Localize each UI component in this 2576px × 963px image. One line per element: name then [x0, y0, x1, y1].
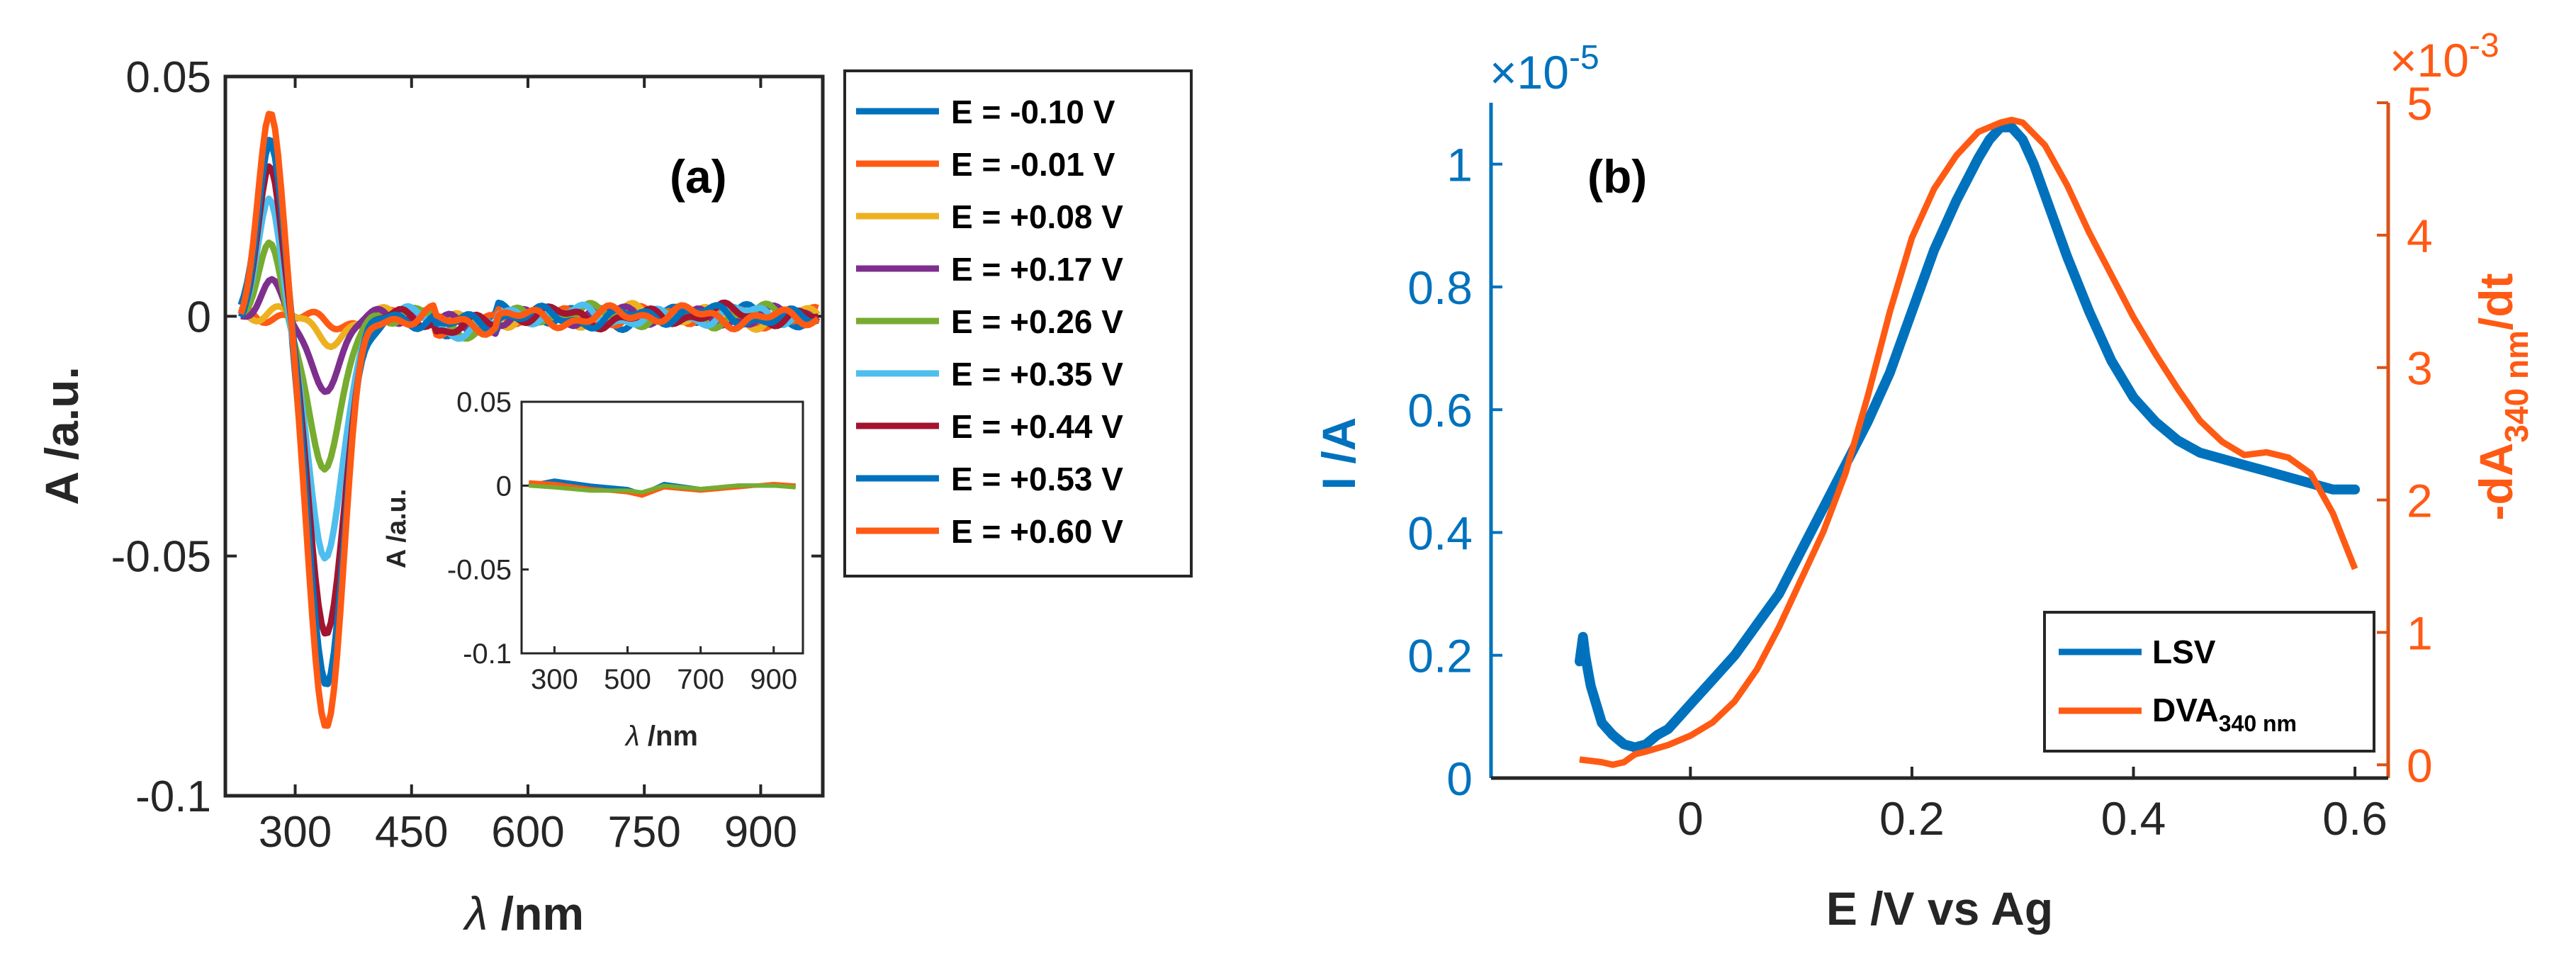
panel-b-xtick-label: 0.2	[1879, 792, 1945, 845]
panel-b-right-ylabel: -dA340 nm/dt	[2470, 273, 2535, 520]
panel-b-right-multiplier: ×10-3	[2390, 27, 2499, 86]
legend-label-e-0-17-v: E = +0.17 V	[951, 251, 1123, 288]
panel-a-xtick-label: 750	[607, 808, 680, 857]
legend-label-e-0-60-v: E = +0.60 V	[951, 513, 1123, 550]
legend-label-e-0-44-v: E = +0.44 V	[951, 408, 1123, 445]
panel-b-left-ytick-label: 0.4	[1407, 507, 1473, 559]
inset-ytick-labels: 0.05 0 -0.05 -0.1	[447, 387, 512, 670]
series-line-e-0-17-v	[240, 276, 821, 395]
panel-a-label: (a)	[670, 150, 727, 203]
panel-a-ytick-label: 0.05	[125, 53, 211, 102]
inset-xlabel-symbol: λ	[624, 721, 640, 752]
panel-a-xlabel: λ /nm	[463, 887, 584, 940]
panel-a-xtick-label: 600	[491, 808, 564, 857]
left-multiplier-exp: -5	[1569, 39, 1599, 77]
right-ylabel-main: -dA	[2470, 443, 2522, 521]
panel-b-legend-box	[2043, 611, 2375, 753]
panel-b-xtick-label: 0.4	[2101, 792, 2166, 845]
panel-b-left-ytick-label: 0.2	[1407, 630, 1473, 682]
panel-b-xtick-labels: 0 0.2 0.4 0.6	[1677, 792, 2387, 845]
panel-a-legend-entries: E = -0.10 V E = -0.01 V E = +0.08 V E = +0.…	[856, 94, 1123, 550]
inset-ytick-label: -0.05	[447, 555, 512, 586]
panel-a-xtick-label: 900	[724, 808, 797, 857]
legend-label-e-0-08-v: E = +0.08 V	[951, 198, 1123, 235]
panel-b-xlabel: E /V vs Ag	[1826, 882, 2053, 935]
inset-xtick-label: 300	[531, 664, 578, 695]
panel-a-xtick-labels: 300 450 600 750 900	[259, 808, 797, 857]
panel-a-series	[237, 111, 821, 729]
panel-a-xlabel-symbol: λ	[463, 887, 488, 940]
inset-xtick-label: 500	[604, 664, 651, 695]
panel-b-legend: LSV DVA340 nm	[2043, 611, 2375, 753]
panel-a-ytick-label: -0.05	[111, 533, 211, 582]
panel-a-inset: 0.05 0 -0.05 -0.1 300 500 700 900 A /a.u. λ /n…	[382, 387, 804, 752]
inset-ytick-label: -0.1	[463, 638, 512, 670]
series-line-dva-340-nm	[1579, 116, 2358, 768]
inset-series	[528, 478, 796, 498]
series-line-lsv	[1575, 122, 2361, 753]
series-line-e-0-44-v	[238, 163, 819, 637]
legend-label-e-0-01-v: E = -0.01 V	[951, 146, 1115, 183]
panel-b-left-ytick-label: 0	[1446, 753, 1473, 805]
panel-a-ytick-label: -0.1	[135, 772, 211, 821]
legend-dva-label: DVA340 nm	[2152, 692, 2297, 736]
right-multiplier-base: ×10	[2390, 34, 2469, 86]
inset-background	[522, 402, 803, 653]
right-ylabel-tail: /dt	[2470, 273, 2522, 330]
panel-a-ytick-labels: 0.05 0 -0.05 -0.1	[111, 53, 211, 821]
panel-b: 0 0.2 0.4 0.6 0.8 1 0 1 2 3 4 5 0 0.2 0.4 0.6 (b) ×10…	[1312, 27, 2535, 935]
panel-b-right-ytick-label: 3	[2407, 342, 2433, 395]
legend-label-e-0-10-v: E = -0.10 V	[951, 94, 1115, 130]
panel-b-left-ytick-labels: 0 0.2 0.4 0.6 0.8 1	[1407, 139, 1473, 805]
panel-b-right-ytick-label: 0	[2407, 739, 2433, 792]
panel-b-left-ytick-label: 1	[1446, 139, 1473, 191]
inset-axes-box	[520, 400, 804, 655]
panel-a-xtick-label: 450	[375, 808, 448, 857]
panel-a: 0.05 0 -0.05 -0.1 300 450 600 750 900 (a) A /a.…	[35, 53, 1193, 940]
panel-a-ticks	[225, 75, 823, 797]
inset-line-e-0-26-v	[529, 483, 796, 495]
panel-b-left-multiplier: ×10-5	[1490, 39, 1599, 98]
panel-a-xlabel-unit: /nm	[488, 887, 584, 940]
inset-xtick-label: 700	[677, 664, 724, 695]
panel-b-xtick-label: 0	[1677, 792, 1704, 845]
panel-b-left-ytick-label: 0.8	[1407, 261, 1473, 314]
legend-label-e-0-35-v: E = +0.35 V	[951, 356, 1123, 393]
inset-xlabel-unit: /nm	[640, 721, 698, 752]
inset-xtick-labels: 300 500 700 900	[531, 664, 797, 695]
legend-lsv-label: LSV	[2152, 633, 2216, 670]
panel-b-series	[1575, 116, 2361, 768]
right-ylabel-sub: 340 nm	[2498, 330, 2535, 443]
panel-b-label: (b)	[1587, 150, 1647, 203]
panel-b-right-ytick-label: 5	[2407, 77, 2433, 130]
right-multiplier-exp: -3	[2469, 27, 2499, 64]
legend-label-e-0-26-v: E = +0.26 V	[951, 303, 1123, 340]
inset-ytick-label: 0	[496, 471, 512, 502]
panel-b-left-ylabel: I /A	[1312, 417, 1365, 490]
panel-b-ticks	[1491, 101, 2388, 779]
legend-dva-main: DVA	[2152, 692, 2219, 728]
panel-b-right-ytick-label: 4	[2407, 210, 2433, 262]
inset-ytick-label: 0.05	[456, 387, 512, 418]
legend-dva-sub: 340 nm	[2219, 711, 2297, 736]
panel-a-axes-box	[223, 74, 825, 798]
panel-b-right-ytick-label: 1	[2407, 607, 2433, 659]
inset-xlabel: λ /nm	[624, 721, 698, 752]
left-multiplier-base: ×10	[1490, 46, 1569, 98]
panel-a-legend: E = -0.10 V E = -0.01 V E = +0.08 V E = +0.…	[843, 69, 1193, 578]
inset-ylabel: A /a.u.	[382, 489, 412, 569]
panel-a-ytick-label: 0	[187, 293, 211, 342]
series-line-e-0-60-v	[237, 111, 821, 729]
panel-b-left-ytick-label: 0.6	[1407, 384, 1473, 437]
panel-b-right-ytick-label: 2	[2407, 475, 2433, 527]
panel-a-xtick-label: 300	[259, 808, 332, 857]
panel-a-ylabel: A /a.u.	[35, 366, 88, 505]
legend-label-e-0-53-v: E = +0.53 V	[951, 461, 1123, 497]
panel-b-xtick-label: 0.6	[2322, 792, 2387, 845]
panel-b-right-ytick-labels: 0 1 2 3 4 5	[2407, 77, 2433, 792]
inset-xtick-label: 900	[750, 664, 797, 695]
